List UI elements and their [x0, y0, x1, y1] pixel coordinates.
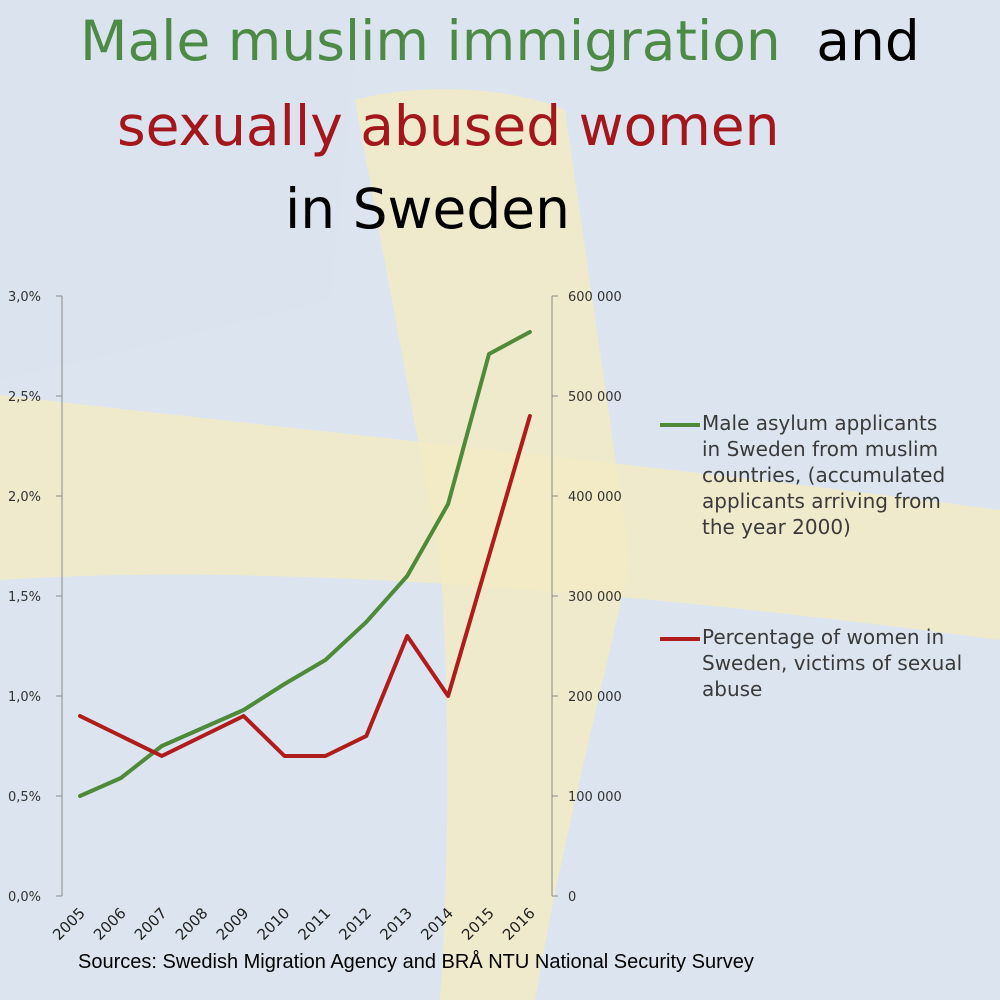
right-y-tick-label: 400 000	[568, 490, 622, 505]
right-y-tick-label: 600 000	[568, 290, 622, 305]
series-line-sexual-abuse-percentage	[78, 414, 532, 758]
title-and-text: and	[816, 9, 920, 73]
legend-green-swatch	[660, 423, 700, 427]
line-chart: 0,0% 0,5% 1,0% 1,5% 2,0% 2,5% 3,0% 0 100 000 200 …	[8, 290, 622, 944]
right-y-tick-label: 100 000	[568, 790, 622, 805]
x-tick-label: 2009	[213, 904, 253, 944]
title-green-text: Male muslim immigration	[80, 9, 781, 73]
left-y-tick-label: 3,0%	[8, 290, 41, 305]
x-tick-label: 2016	[499, 904, 539, 944]
legend-red-swatch	[660, 637, 700, 641]
x-tick-label: 2010	[254, 904, 294, 944]
x-tick-label: 2011	[294, 904, 334, 944]
legend-item-male-asylum-applicants: Male asylum applicants in Sweden from mu…	[660, 410, 980, 540]
right-y-tick-label: 500 000	[568, 390, 622, 405]
sources-footnote: Sources: Swedish Migration Agency and BR…	[78, 951, 754, 973]
x-tick-label: 2015	[458, 904, 498, 944]
right-y-tick-label: 0	[568, 890, 576, 905]
legend-item-sexual-abuse-percentage: Percentage of women in Sweden, victims o…	[660, 624, 980, 702]
x-tick-label: 2005	[49, 904, 89, 944]
x-tick-label: 2013	[376, 904, 416, 944]
x-tick-label: 2012	[335, 904, 375, 944]
legend-green-label: Male asylum applicants in Sweden from mu…	[702, 411, 946, 539]
series-line-male-asylum-applicants	[78, 330, 532, 798]
left-y-tick-label: 0,0%	[8, 890, 41, 905]
legend-red-label: Percentage of women in Sweden, victims o…	[702, 625, 963, 701]
chart-title-line-2: sexually abused women	[117, 94, 780, 158]
right-y-tick-label: 200 000	[568, 690, 622, 705]
x-tick-label: 2008	[172, 904, 212, 944]
left-y-tick-label: 0,5%	[8, 790, 41, 805]
x-tick-label: 2007	[131, 904, 171, 944]
left-y-tick-label: 1,5%	[8, 590, 41, 605]
left-y-tick-label: 2,5%	[8, 390, 41, 405]
chart-title-line-3: in Sweden	[285, 177, 570, 241]
x-tick-label: 2014	[417, 904, 457, 944]
chart-title-line-1: Male muslim immigration and	[80, 8, 920, 74]
left-y-tick-label: 2,0%	[8, 490, 41, 505]
x-tick-label: 2006	[90, 904, 130, 944]
left-y-tick-label: 1,0%	[8, 690, 41, 705]
right-y-tick-label: 300 000	[568, 590, 622, 605]
